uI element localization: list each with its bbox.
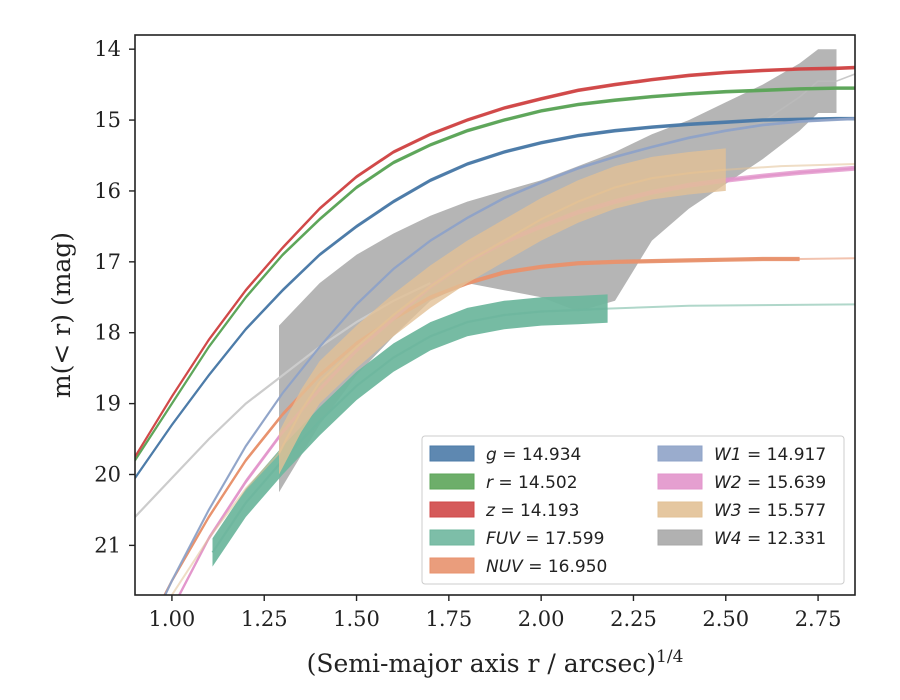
legend-swatch-fuv <box>429 529 475 546</box>
legend-swatch-nuv <box>429 557 475 574</box>
legend-label-w3: W3 = 15.577 <box>714 501 826 521</box>
legend-swatch-w3 <box>657 501 703 518</box>
series-g-line <box>135 117 855 479</box>
series-r <box>135 86 855 463</box>
legend-label-w2: W2 = 15.639 <box>714 473 826 493</box>
x-axis-label: (Semi-major axis r / arcsec)1/4 <box>307 647 684 678</box>
x-tick-label: 1.75 <box>425 607 472 631</box>
legend-swatch-w2 <box>657 473 703 490</box>
legend-swatch-w4 <box>657 529 703 546</box>
y-tick-label: 16 <box>94 179 121 203</box>
x-tick-label: 1.00 <box>149 607 196 631</box>
legend: g = 14.934 r = 14.502 z = 14.193 FUV = 17.5… <box>421 435 845 585</box>
legend-label-fuv: FUV = 17.599 <box>486 529 604 549</box>
y-tick-label: 18 <box>94 321 121 345</box>
legend-label-g: g = 14.934 <box>486 445 581 465</box>
legend-label-w4: W4 = 12.331 <box>714 529 826 549</box>
legend-swatch-w1 <box>657 445 703 462</box>
axes-frame <box>134 34 856 596</box>
series-g-band <box>135 116 855 480</box>
series-g <box>135 116 855 480</box>
x-axis-label-superscript: 1/4 <box>656 647 683 667</box>
series-w3-line <box>278 168 726 454</box>
series-w1 <box>163 117 855 595</box>
plot-area <box>135 49 855 595</box>
y-tick-label: 14 <box>94 37 121 61</box>
series-fuv-line <box>211 307 608 554</box>
series-fuv <box>211 294 855 567</box>
legend-swatch-z <box>429 501 475 518</box>
series-r-line <box>135 87 855 461</box>
legend-label-r: r = 14.502 <box>486 473 578 493</box>
series-w4-extension-line <box>762 73 855 123</box>
series-w3-faint-line-2 <box>725 163 855 171</box>
y-tick-label: 21 <box>94 533 121 557</box>
x-tick-label: 2.75 <box>795 607 842 631</box>
y-tick-label: 20 <box>94 462 121 486</box>
legend-label-w1: W1 = 14.917 <box>714 445 826 465</box>
y-tick-label: 17 <box>94 250 121 274</box>
y-axis: 14 15 16 17 18 19 20 21 <box>94 37 135 557</box>
series-fuv-faint-line <box>607 303 855 310</box>
x-tick-label: 2.50 <box>702 607 749 631</box>
y-tick-label: 15 <box>94 108 121 132</box>
x-axis-label-text: (Semi-major axis r / arcsec) <box>307 649 656 678</box>
legend-box <box>421 435 845 585</box>
series-w3-faint-line <box>170 452 280 595</box>
legend-swatch-r <box>429 473 475 490</box>
series-nuv-faint-line <box>799 257 855 260</box>
y-tick-label: 19 <box>94 392 121 416</box>
series-w3 <box>170 148 855 595</box>
x-axis: 1.00 1.25 1.50 1.75 2.00 2.25 2.50 2.75 <box>149 595 842 631</box>
legend-label-nuv: NUV = 16.950 <box>486 557 607 577</box>
x-tick-label: 1.25 <box>241 607 288 631</box>
series-z-line <box>135 66 855 458</box>
legend-swatch-g <box>429 445 475 462</box>
x-tick-label: 1.50 <box>333 607 380 631</box>
legend-label-z: z = 14.193 <box>485 501 579 521</box>
series-w3-band <box>279 148 726 475</box>
x-tick-label: 2.25 <box>610 607 657 631</box>
series-w1-line <box>163 117 855 595</box>
x-tick-label: 2.00 <box>518 607 565 631</box>
series-z <box>135 65 855 459</box>
y-axis-label: m(< r) (mag) <box>47 232 76 398</box>
series-w4-band <box>279 49 837 493</box>
